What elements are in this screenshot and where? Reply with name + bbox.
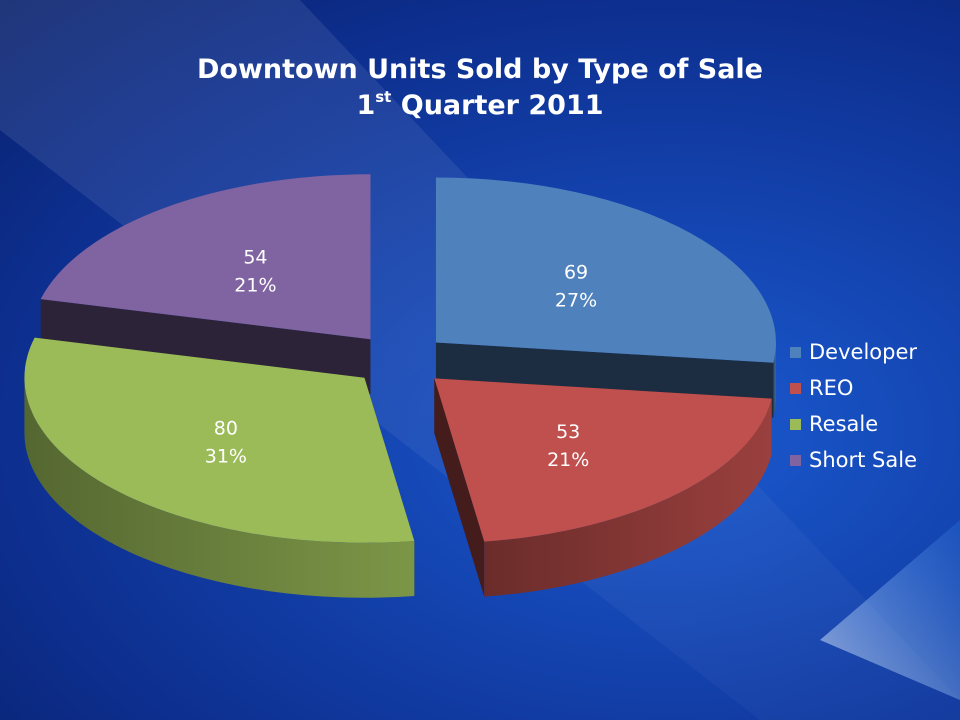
chart-title-line1: Downtown Units Sold by Type of Sale xyxy=(196,54,763,85)
title-quarter-text: Quarter 2011 xyxy=(391,90,604,121)
pie-slice-developer xyxy=(435,177,776,363)
data-label-value-developer: 69 xyxy=(564,261,588,283)
legend-label-resale: Resale xyxy=(809,412,879,436)
legend-swatch-developer xyxy=(790,346,801,358)
legend-item-resale: Resale xyxy=(790,406,917,442)
pie-rim-resale xyxy=(24,377,415,598)
pie-top-layer xyxy=(24,174,776,543)
pie-label-layer: 69 27% 53 21% 80 31% 54 21% xyxy=(205,247,597,471)
legend-swatch-reo xyxy=(790,382,801,394)
legend-label-short-sale: Short Sale xyxy=(809,448,917,472)
data-label-value-reo: 53 xyxy=(556,421,580,443)
data-label-percent-reo: 21% xyxy=(547,449,589,471)
legend-item-developer: Developer xyxy=(790,334,917,370)
chart-title-line2: 1st Quarter 2011 xyxy=(0,88,960,124)
legend-item-short-sale: Short Sale xyxy=(790,442,917,478)
data-label-percent-short-sale: 21% xyxy=(234,275,276,297)
data-label-percent-resale: 31% xyxy=(205,446,247,468)
legend-swatch-short-sale xyxy=(790,454,801,466)
pie-rim-developer xyxy=(773,342,776,418)
chart-title: Downtown Units Sold by Type of Sale 1st … xyxy=(0,52,960,124)
pie-slice-resale xyxy=(24,337,415,543)
legend-item-reo: REO xyxy=(790,370,917,406)
pie-wall-reo-1 xyxy=(434,378,485,597)
pie-slice-short-sale xyxy=(40,174,371,340)
data-label-percent-developer: 27% xyxy=(555,289,597,311)
legend-swatch-resale xyxy=(790,418,801,430)
legend-label-developer: Developer xyxy=(809,340,918,364)
title-ordinal-suffix: st xyxy=(375,88,392,106)
data-label-value-short-sale: 54 xyxy=(243,247,267,269)
chart-legend: Developer REO Resale Short Sale xyxy=(790,334,917,478)
pie-slice-reo xyxy=(434,378,772,542)
legend-label-reo: REO xyxy=(809,376,854,400)
title-ordinal-number: 1 xyxy=(356,90,376,121)
data-label-value-resale: 80 xyxy=(214,418,238,440)
pie-rim-reo xyxy=(484,398,772,597)
